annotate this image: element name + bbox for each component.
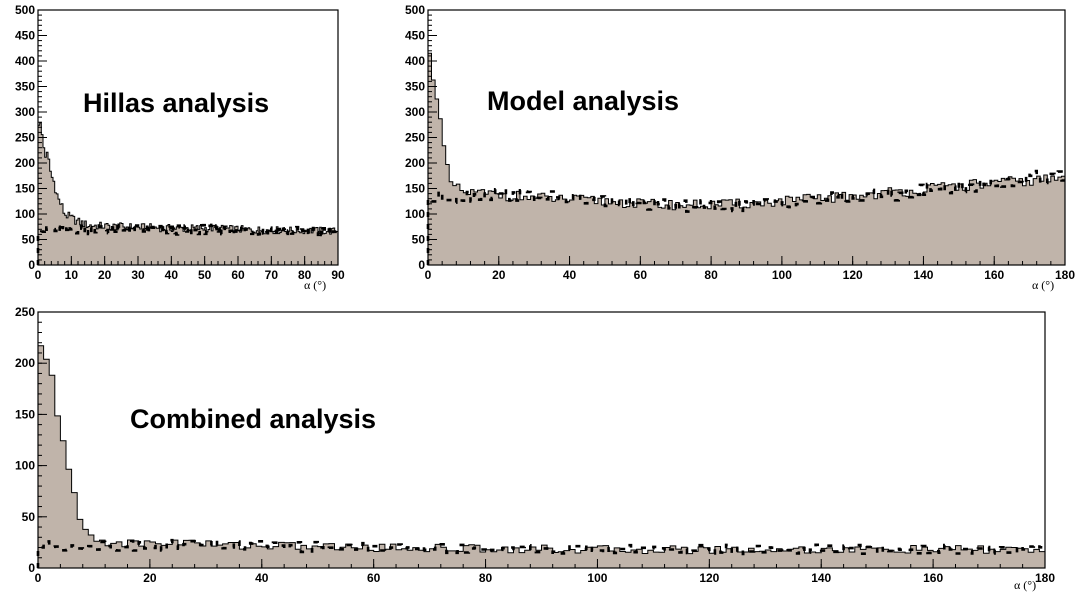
hillas-y-tick-label: 500 xyxy=(15,3,35,17)
model-x-tick-label: 140 xyxy=(913,268,933,282)
model-x-tick-label: 20 xyxy=(492,268,506,282)
combined-x-tick-label: 140 xyxy=(811,571,831,585)
model-y-tick-label: 50 xyxy=(412,233,426,247)
model-x-tick-label: 100 xyxy=(772,268,792,282)
hillas-y-tick-label: 400 xyxy=(15,54,35,68)
hillas-y-tick-label: 200 xyxy=(15,156,35,170)
model-y-tick-label: 350 xyxy=(405,80,425,94)
combined-panel: 0 20 40 60 80 100 120 140 160 180 0 50 100 150 200 250 C… xyxy=(15,305,1055,592)
model-x-tick-label: 80 xyxy=(704,268,718,282)
hillas-dashed-histogram xyxy=(36,223,338,265)
hillas-x-tick-label: 80 xyxy=(298,268,312,282)
combined-x-tick-label: 160 xyxy=(923,571,943,585)
model-x-tick-label: 180 xyxy=(1055,268,1075,282)
hillas-y-tick-label: 0 xyxy=(28,258,35,272)
model-x-tick-label: 60 xyxy=(634,268,648,282)
hillas-y-tick-label: 50 xyxy=(22,233,36,247)
model-x-tick-label: 0 xyxy=(425,268,432,282)
combined-x-tick-label: 0 xyxy=(35,571,42,585)
hillas-filled-histogram xyxy=(37,122,339,266)
hillas-x-tick-label: 90 xyxy=(331,268,345,282)
combined-title: Combined analysis xyxy=(130,404,376,434)
model-panel: 0 20 40 60 80 100 120 140 160 180 0 50 100 150 200 250 3… xyxy=(405,3,1075,292)
hillas-x-tick-label: 60 xyxy=(231,268,245,282)
combined-x-tick-label: 20 xyxy=(143,571,157,585)
hillas-y-tick-label: 250 xyxy=(15,131,35,145)
combined-y-tick-label: 150 xyxy=(15,407,35,421)
hillas-x-tick-label: 10 xyxy=(65,268,79,282)
combined-x-tick-label: 60 xyxy=(367,571,381,585)
combined-y-tick-label: 100 xyxy=(15,459,35,473)
model-x-tick-label: 40 xyxy=(563,268,577,282)
hillas-y-tick-label: 300 xyxy=(15,105,35,119)
model-x-tick-label: 160 xyxy=(984,268,1004,282)
model-y-tick-label: 400 xyxy=(405,54,425,68)
combined-x-tick-label: 100 xyxy=(587,571,607,585)
combined-plot-frame xyxy=(37,311,1046,569)
combined-y-tick-label: 50 xyxy=(22,510,36,524)
hillas-y-tick-label: 100 xyxy=(15,207,35,221)
combined-x-tick-label: 180 xyxy=(1035,571,1055,585)
combined-x-tick-label: 120 xyxy=(699,571,719,585)
hillas-title: Hillas analysis xyxy=(83,88,269,118)
combined-y-tick-label: 200 xyxy=(15,356,35,370)
combined-x-tick-label: 40 xyxy=(255,571,269,585)
hillas-x-axis-title: α (°) xyxy=(304,278,326,292)
hillas-x-tick-label: 50 xyxy=(198,268,212,282)
combined-y-tick-label: 250 xyxy=(15,305,35,319)
combined-y-tick-label: 0 xyxy=(28,561,35,575)
model-title: Model analysis xyxy=(487,86,679,116)
model-y-tick-label: 200 xyxy=(405,156,425,170)
hillas-y-tick-label: 150 xyxy=(15,182,35,196)
model-y-tick-label: 100 xyxy=(405,207,425,221)
model-y-tick-label: 500 xyxy=(405,3,425,17)
model-y-tick-label: 250 xyxy=(405,131,425,145)
combined-filled-histogram xyxy=(37,345,1046,569)
hillas-x-tick-label: 0 xyxy=(35,268,42,282)
model-y-tick-label: 450 xyxy=(405,29,425,43)
hillas-x-tick-label: 70 xyxy=(265,268,279,282)
model-y-tick-label: 150 xyxy=(405,182,425,196)
hillas-y-tick-label: 350 xyxy=(15,80,35,94)
model-x-axis-title: α (°) xyxy=(1032,278,1054,292)
model-filled-histogram xyxy=(427,52,1066,266)
hillas-x-tick-label: 20 xyxy=(98,268,112,282)
combined-x-axis-title: α (°) xyxy=(1014,578,1036,592)
model-x-tick-label: 120 xyxy=(843,268,863,282)
hillas-panel: 0 10 20 30 40 50 60 70 80 90 0 50 100 150 200 250 300 350… xyxy=(15,3,345,292)
model-y-tick-label: 300 xyxy=(405,105,425,119)
combined-x-tick-label: 80 xyxy=(479,571,493,585)
hillas-y-tick-label: 450 xyxy=(15,29,35,43)
model-dashed-histogram xyxy=(426,169,1065,265)
hillas-x-tick-label: 40 xyxy=(165,268,179,282)
combined-dashed-histogram xyxy=(36,538,1045,568)
hillas-x-tick-label: 30 xyxy=(131,268,145,282)
model-y-tick-label: 0 xyxy=(418,258,425,272)
